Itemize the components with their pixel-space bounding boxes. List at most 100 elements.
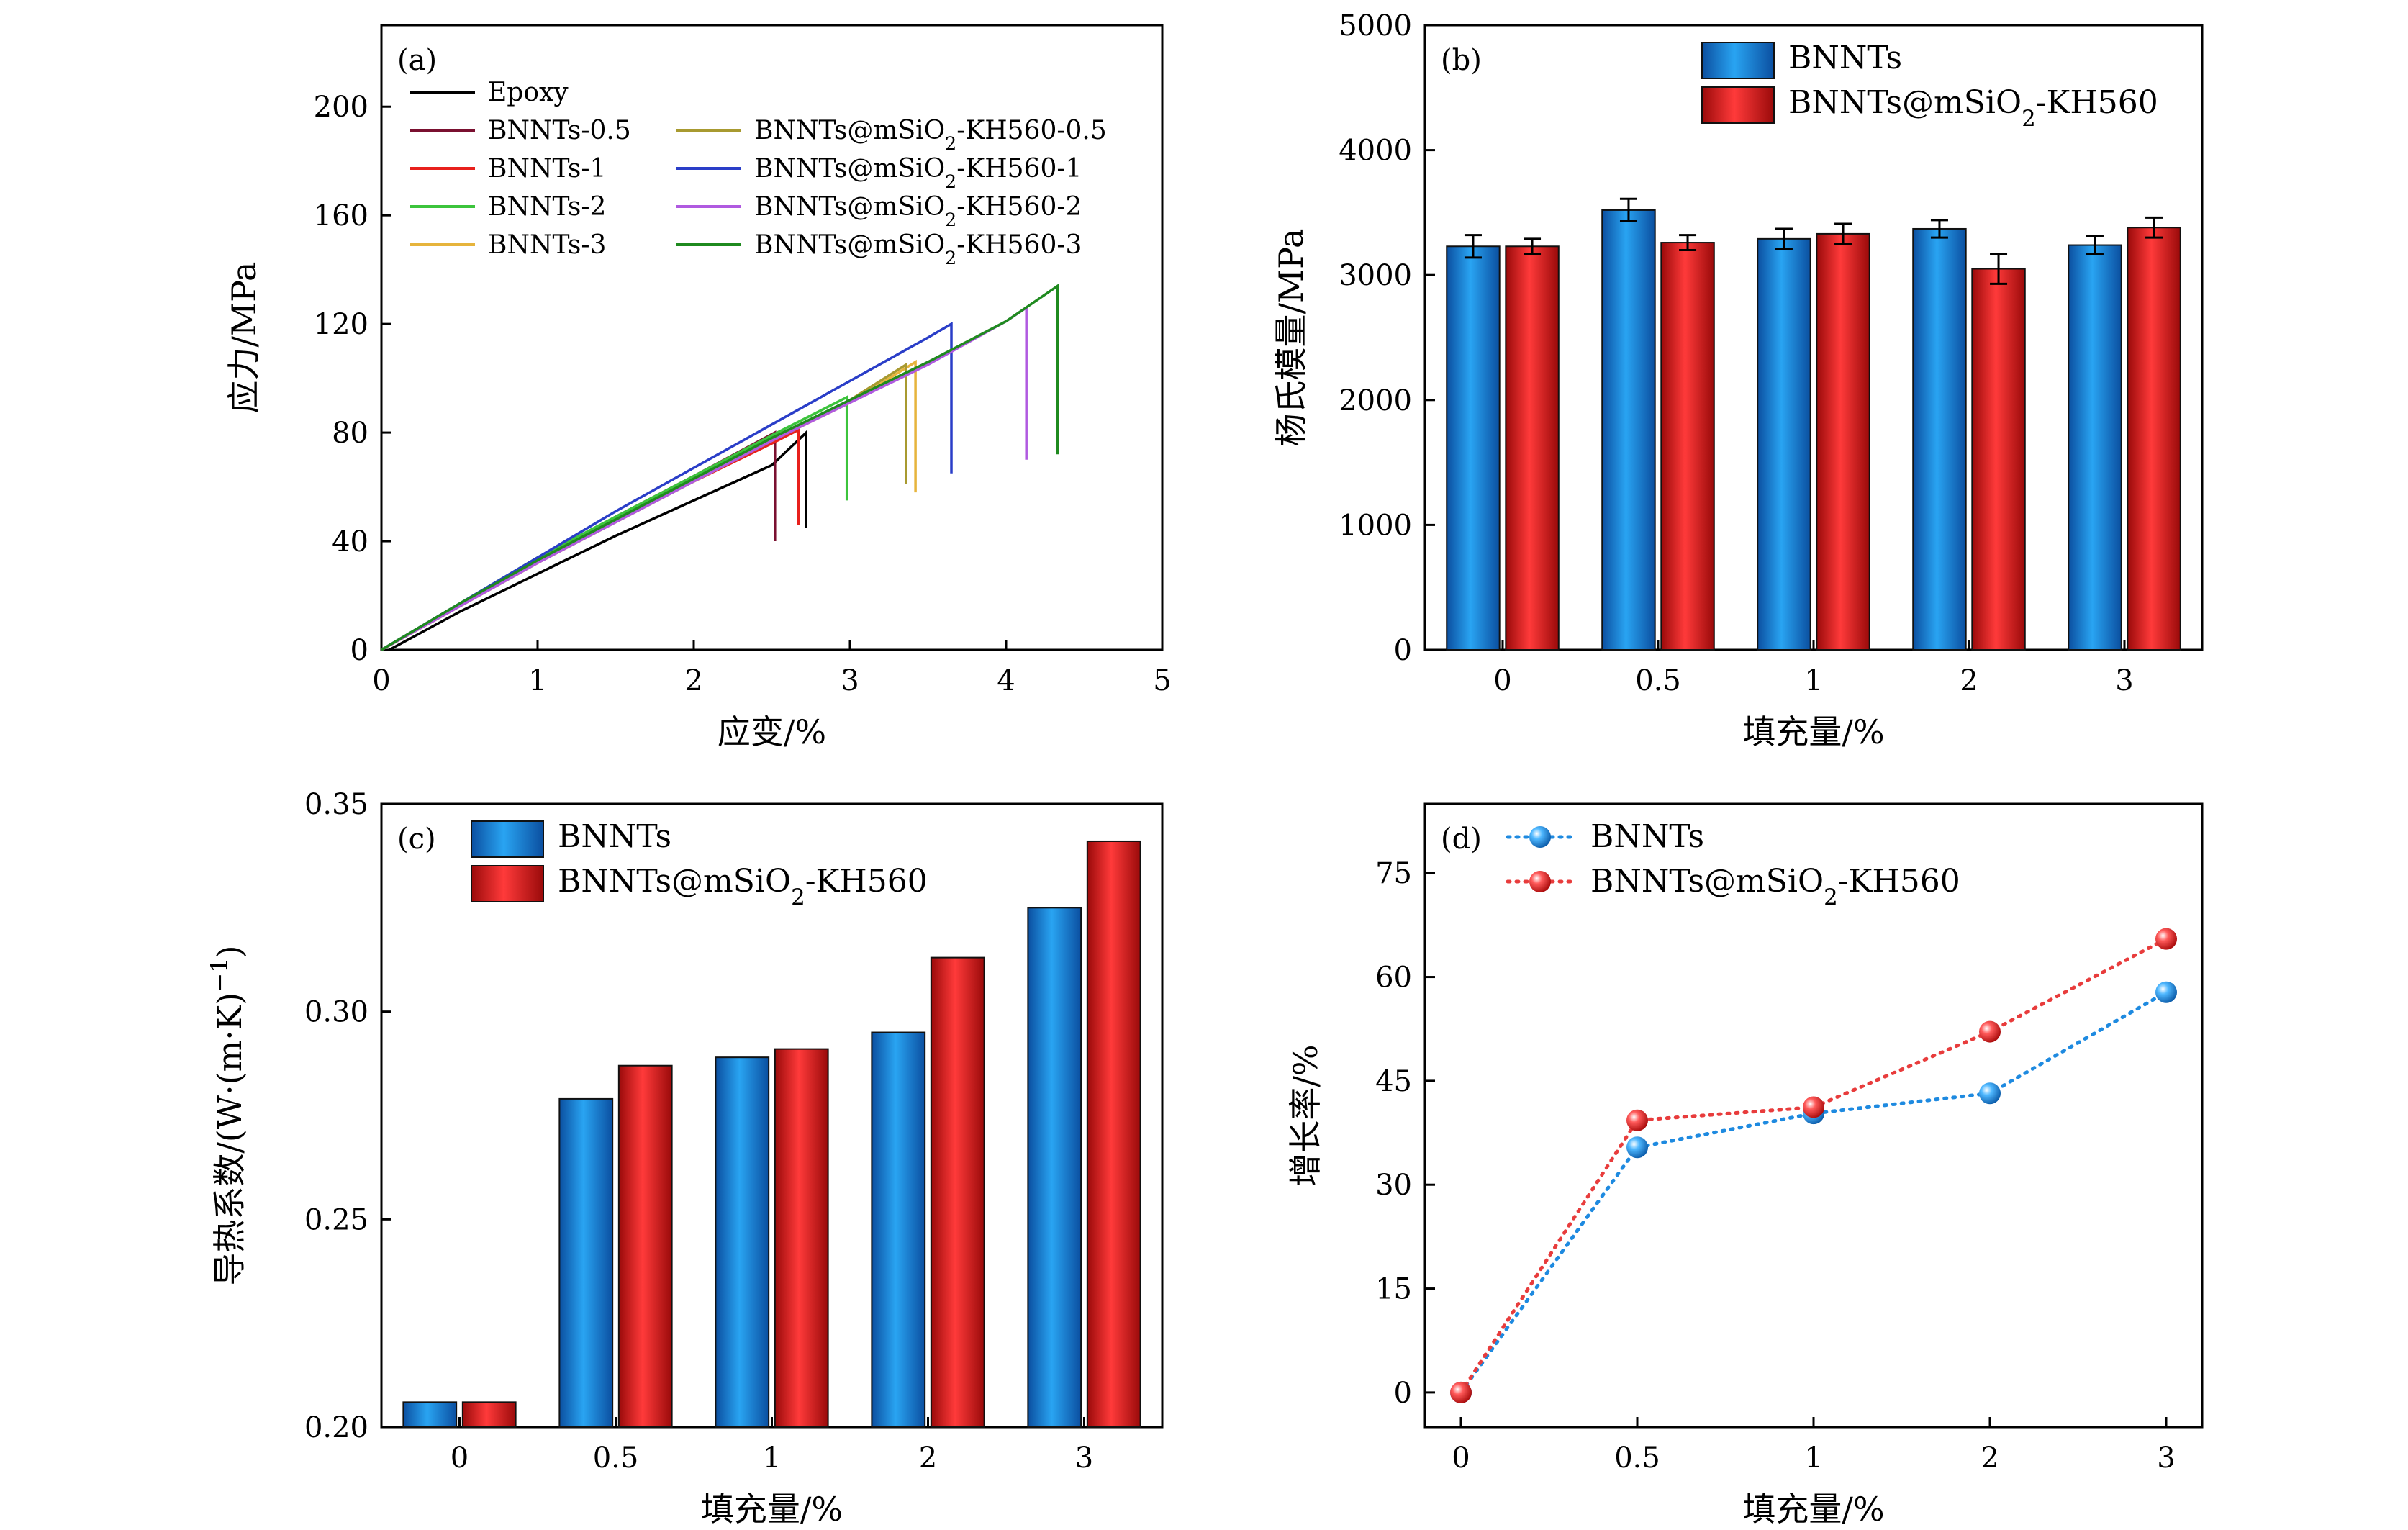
legend-swatch (1701, 42, 1775, 79)
y-tick-label: 0 (1394, 634, 1412, 667)
x-tick-label: 2 (1981, 1441, 1999, 1475)
series-line (381, 305, 1028, 651)
x-axis-title: 填充量/% (701, 1490, 843, 1529)
y-axis-title: 应力/MPa (225, 262, 263, 414)
x-axis-title: 填充量/% (1742, 1490, 1884, 1529)
legend-label: Epoxy (488, 78, 569, 107)
legend-label: BNNTs-1 (488, 154, 606, 184)
y-tick-label: 60 (1375, 961, 1412, 995)
y-tick-label: 1000 (1339, 509, 1412, 542)
data-point (1626, 1136, 1648, 1159)
series-line (1459, 990, 2168, 1395)
bar (1086, 840, 1141, 1428)
x-tick-label: 3 (2115, 664, 2133, 697)
x-tick-label: 5 (1153, 664, 1171, 697)
x-tick-label: 2 (919, 1441, 937, 1475)
bar (930, 956, 985, 1428)
bar (617, 1064, 673, 1428)
y-tick-label: 4000 (1339, 135, 1412, 168)
x-tick-label: 0.5 (1635, 664, 1681, 697)
x-tick-label: 0 (1452, 1441, 1470, 1475)
x-tick-label: 4 (997, 664, 1015, 697)
y-tick-label: 0.30 (304, 996, 368, 1029)
y-axis-title: 导热系数/(W·(m·K)−1) (206, 945, 249, 1285)
data-point (1803, 1096, 1824, 1118)
y-tick-label: 75 (1375, 857, 1412, 890)
data-point (1979, 1020, 2001, 1043)
x-tick-label: 0.5 (1614, 1441, 1660, 1475)
x-tick-label: 0 (1493, 664, 1511, 697)
bar (1660, 242, 1715, 651)
bar (774, 1048, 829, 1429)
bar (1912, 227, 1967, 651)
panel-label: (a) (397, 44, 437, 77)
x-tick-label: 0 (451, 1441, 469, 1475)
bar (1601, 209, 1656, 651)
panel-label: (c) (397, 823, 436, 856)
series-line (1459, 937, 2168, 1395)
bar (402, 1401, 458, 1428)
legend-label: BNNTs@mSiO2-KH560-1 (754, 154, 1082, 192)
legend-label: BNNTs@mSiO2-KH560 (1590, 863, 1960, 910)
x-tick-label: 1 (1804, 664, 1822, 697)
y-tick-label: 0.35 (304, 788, 368, 821)
legend-label: BNNTs-2 (488, 192, 606, 222)
bar (558, 1097, 614, 1428)
x-tick-label: 3 (2157, 1441, 2175, 1475)
x-axis-title: 应变/% (718, 712, 826, 751)
y-tick-label: 200 (314, 91, 368, 124)
y-tick-label: 5000 (1339, 9, 1412, 42)
y-tick-label: 0 (350, 634, 368, 667)
series-line (381, 283, 1059, 651)
x-tick-label: 3 (841, 664, 859, 697)
legend-label: BNNTs@mSiO2-KH560 (1788, 84, 2158, 132)
growth-rate-line-chart: (d) 0 15 30 45 60 75 0 0.5 1 2 3 填充量/% 增长率/% BNNTs BNNT… (1286, 802, 2204, 1529)
bar (1446, 245, 1501, 651)
y-tick-label: 45 (1375, 1065, 1412, 1098)
x-tick-label: 0.5 (593, 1441, 639, 1475)
y-tick-label: 3000 (1339, 259, 1412, 292)
y-tick-label: 120 (314, 308, 368, 341)
stress-strain-chart: (a) 0 40 80 120 160 200 0 1 2 3 4 5 应变/% 应力/MPa Epoxy BN… (225, 24, 1172, 751)
y-tick-label: 40 (332, 525, 368, 558)
legend-swatch (471, 865, 544, 902)
youngs-modulus-bar-chart: (b) 0 1000 2000 3000 4000 5000 0 0.5 1 2 3 填充量/% 杨氏模量… (1272, 9, 2204, 751)
bar (1505, 245, 1560, 651)
legend-label: BNNTs@mSiO2-KH560-3 (754, 230, 1082, 268)
legend-label: BNNTs (1590, 818, 1704, 855)
bar (1757, 237, 1811, 651)
x-axis-title: 填充量/% (1742, 712, 1884, 751)
bar (1971, 268, 2026, 651)
plot-frame (380, 24, 1164, 651)
x-tick-label: 1 (528, 664, 546, 697)
legend-swatch (471, 820, 544, 858)
y-tick-label: 15 (1375, 1273, 1412, 1306)
y-tick-label: 0.25 (304, 1203, 368, 1236)
panel-label: (b) (1441, 44, 1482, 77)
y-tick-label: 30 (1375, 1169, 1412, 1202)
legend-label: BNNTs@mSiO2-KH560 (558, 863, 928, 910)
legend-swatch (1701, 86, 1775, 124)
x-tick-label: 3 (1075, 1441, 1093, 1475)
legend-label: BNNTs@mSiO2-KH560-2 (754, 192, 1082, 230)
bar (2127, 227, 2181, 651)
y-tick-label: 2000 (1339, 384, 1412, 417)
y-tick-label: 0 (1394, 1377, 1412, 1410)
bar (1027, 907, 1082, 1429)
x-tick-label: 2 (684, 664, 702, 697)
data-point (2155, 981, 2177, 1003)
y-axis-title: 杨氏模量/MPa (1272, 229, 1311, 447)
legend-label: BNNTs (1788, 40, 1902, 76)
legend-label: BNNTs@mSiO2-KH560-0.5 (754, 116, 1107, 154)
x-tick-label: 0 (372, 664, 390, 697)
y-axis-title: 增长率/% (1286, 1044, 1325, 1186)
bar (715, 1056, 770, 1428)
legend-label: BNNTs-0.5 (488, 116, 631, 145)
thermal-conductivity-bar-chart: (c) 0.20 0.25 0.30 0.35 0 0.5 1 2 3 填充量/% 导热系数/(W·(… (206, 788, 1164, 1529)
data-point (1450, 1381, 1472, 1403)
panel-label: (d) (1441, 823, 1482, 856)
legend-label: BNNTs-3 (488, 230, 606, 260)
x-tick-label: 1 (763, 1441, 781, 1475)
data-point (1979, 1082, 2001, 1105)
